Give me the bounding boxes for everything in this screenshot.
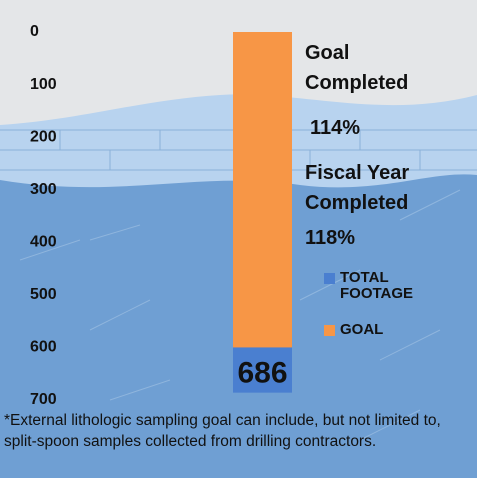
y-tick-label: 100	[30, 76, 57, 93]
y-tick-label: 600	[30, 339, 57, 356]
annotation: 114%	[310, 117, 361, 139]
annotation: Fiscal Year Completed	[305, 162, 410, 214]
legend-swatch	[324, 273, 335, 284]
footnote: *External lithologic sampling goal can i…	[4, 412, 441, 450]
y-tick-label: 200	[30, 128, 57, 145]
y-tick-label: 0	[30, 23, 39, 40]
annotation: Goal Completed	[305, 42, 409, 94]
y-tick-label: 300	[30, 181, 57, 198]
y-tick-label: 500	[30, 286, 57, 303]
legend-label: TOTAL FOOTAGE	[340, 269, 414, 302]
legend-item: TOTAL FOOTAGE	[324, 270, 419, 302]
bar	[233, 32, 292, 348]
y-tick-label: 400	[30, 234, 57, 251]
slate-lines	[19, 189, 461, 441]
annotation: 118%	[305, 227, 356, 249]
y-tick-label: 700	[30, 391, 57, 408]
legend-swatch	[324, 325, 335, 336]
data-label: 686	[237, 357, 287, 390]
legend-label: GOAL	[340, 321, 384, 338]
legend-item: GOAL	[324, 322, 419, 338]
